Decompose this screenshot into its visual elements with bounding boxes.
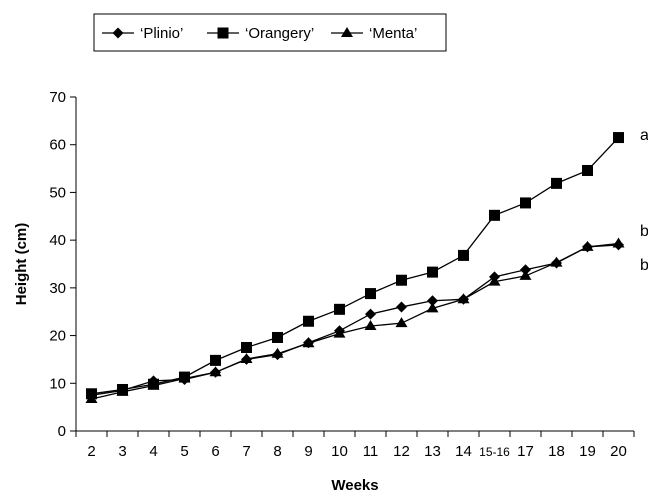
x-tick-label: 2 (87, 443, 95, 460)
data-point (612, 237, 625, 248)
data-point (85, 393, 98, 404)
x-axis-ticks: 2 3 4 5 6 7 8 9 10 11 12 13 14 15-16 17 18 19 20 (75, 431, 635, 460)
data-point (302, 337, 315, 348)
data-point (116, 385, 129, 396)
x-tick-label: 19 (579, 443, 596, 460)
y-tick-label: 30 (49, 280, 66, 297)
series-line (91, 244, 619, 396)
annotation-menta: b (640, 223, 648, 240)
data-point (520, 264, 531, 276)
data-point (550, 256, 563, 267)
data-point (210, 354, 221, 366)
legend-marker-triangle (341, 27, 353, 37)
data-point (396, 274, 407, 286)
data-point (178, 372, 191, 383)
x-tick-label: 15-16 (479, 445, 510, 459)
series-diamond (86, 239, 624, 401)
data-point (426, 302, 439, 313)
legend-marker-square (217, 27, 229, 39)
annotation-plinio: b (640, 257, 648, 274)
data-point (520, 197, 531, 209)
y-tick-label: 70 (49, 89, 66, 106)
data-point (147, 379, 160, 390)
data-point (303, 315, 314, 327)
x-tick-label: 9 (304, 443, 312, 460)
data-point (457, 293, 470, 304)
x-tick-label: 7 (242, 443, 250, 460)
data-point (271, 347, 284, 358)
y-tick-label: 40 (49, 232, 66, 249)
data-point (209, 366, 222, 377)
legend-box (93, 13, 447, 52)
data-point (241, 342, 252, 353)
data-point (334, 303, 345, 315)
series-triangle (85, 237, 625, 404)
data-point (364, 320, 377, 331)
data-point (581, 240, 594, 251)
y-tick-label: 60 (49, 137, 66, 154)
x-tick-label: 12 (393, 443, 410, 460)
x-tick-label: 3 (118, 443, 126, 460)
x-tick-label: 4 (149, 443, 157, 460)
data-point (488, 275, 501, 286)
data-point (365, 288, 376, 300)
x-tick-label: 5 (180, 443, 188, 460)
data-point (551, 177, 562, 189)
data-point (272, 331, 283, 343)
data-point (395, 317, 408, 328)
data-point (396, 301, 407, 313)
x-tick-label: 14 (455, 443, 472, 460)
series-line (91, 137, 619, 395)
x-tick-label: 6 (211, 443, 219, 460)
data-point (427, 295, 438, 307)
data-point (458, 249, 469, 261)
y-tick-label: 0 (58, 423, 66, 440)
x-tick-label: 17 (517, 443, 534, 460)
x-tick-label: 20 (610, 443, 627, 460)
legend-marker-diamond (112, 27, 124, 39)
x-axis-title: Weeks (331, 477, 378, 494)
annotation-orangery: a (640, 127, 648, 144)
series-layer (85, 132, 625, 404)
data-point (365, 308, 376, 320)
y-axis-ticks: 0 10 20 30 40 50 60 70 (49, 89, 76, 440)
legend: ‘Plinio’ ‘Orangery’ ‘Menta’ (93, 13, 447, 52)
x-tick-label: 13 (424, 443, 441, 460)
series-square (86, 132, 624, 400)
data-point (427, 266, 438, 278)
data-point (489, 209, 500, 221)
y-axis-title: Height (cm) (13, 223, 30, 306)
data-point (613, 132, 624, 144)
data-point (519, 269, 532, 280)
y-tick-label: 50 (49, 184, 66, 201)
legend-label: ‘Menta’ (369, 25, 417, 42)
legend-label: ‘Orangery’ (245, 25, 314, 42)
x-tick-label: 10 (331, 443, 348, 460)
y-tick-label: 20 (49, 328, 66, 345)
y-tick-label: 10 (49, 375, 66, 392)
x-tick-label: 8 (273, 443, 281, 460)
data-point (582, 164, 593, 176)
legend-label: ‘Plinio’ (140, 25, 183, 42)
x-tick-label: 18 (548, 443, 565, 460)
x-tick-label: 11 (363, 443, 379, 460)
data-point (333, 327, 346, 338)
data-point (240, 352, 253, 363)
series-line (91, 242, 619, 400)
